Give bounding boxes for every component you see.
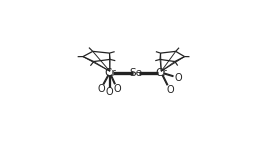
Text: Cr: Cr bbox=[104, 68, 116, 78]
Text: O: O bbox=[174, 73, 182, 83]
Text: O: O bbox=[106, 87, 114, 97]
Text: Se: Se bbox=[129, 68, 142, 78]
Text: Cr: Cr bbox=[155, 68, 167, 78]
Text: O: O bbox=[97, 84, 105, 94]
Text: O: O bbox=[166, 85, 174, 95]
Text: O: O bbox=[113, 84, 121, 94]
